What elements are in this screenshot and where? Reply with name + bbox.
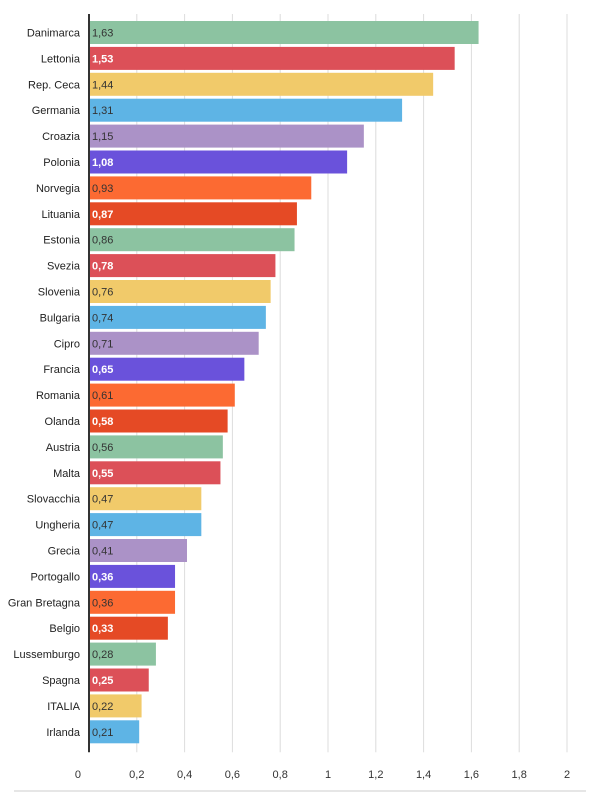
bar	[89, 720, 140, 744]
category-label: Irlanda	[46, 727, 81, 739]
category-label: Bulgaria	[40, 312, 81, 324]
data-label: 0,22	[92, 701, 113, 713]
category-label: Svezia	[47, 261, 81, 273]
data-label: 0,61	[92, 390, 113, 402]
bar	[89, 254, 276, 278]
category-label: Gran Bretagna	[8, 597, 81, 609]
bar	[89, 21, 479, 44]
data-label: 0,33	[92, 623, 113, 635]
category-label: Francia	[43, 364, 81, 376]
data-label: 0,76	[92, 287, 113, 299]
category-label: Rep. Ceca	[28, 79, 81, 91]
category-label: Belgio	[49, 623, 80, 635]
bar	[89, 409, 228, 433]
category-label: Portogallo	[30, 571, 80, 583]
bar	[89, 305, 266, 329]
bar	[89, 228, 295, 252]
data-label: 0,78	[92, 261, 113, 273]
bar	[89, 461, 221, 485]
data-label: 0,25	[92, 675, 113, 687]
x-tick-label: 1,8	[512, 769, 527, 781]
x-tick-label: 1,6	[464, 769, 479, 781]
bar	[89, 331, 259, 355]
data-label: 0,28	[92, 649, 113, 661]
category-label: Norvegia	[36, 183, 81, 195]
category-label: Slovenia	[38, 287, 81, 299]
data-label: 1,53	[92, 53, 113, 65]
x-tick-label: 0	[75, 769, 81, 781]
data-label: 0,93	[92, 183, 113, 195]
bar	[89, 616, 168, 640]
x-axis-tick-labels: 0 0,2 0,4 0,6 0,8 1 1,2 1,4 1,6 1,8 2	[75, 769, 570, 781]
data-label: 0,55	[92, 468, 113, 480]
x-tick-label: 1,4	[416, 769, 431, 781]
bar	[89, 642, 156, 666]
x-tick-label: 2	[564, 769, 570, 781]
bar	[89, 590, 176, 614]
x-tick-label: 0,8	[273, 769, 288, 781]
data-label: 0,41	[92, 546, 113, 558]
category-label: Slovacchia	[27, 494, 81, 506]
bar	[89, 383, 235, 407]
data-label: 0,47	[92, 520, 113, 532]
category-label: Lituania	[41, 209, 80, 221]
data-label: 0,74	[92, 312, 113, 324]
bar	[89, 202, 297, 226]
category-label: Croazia	[42, 131, 81, 143]
x-tick-label: 1,2	[368, 769, 383, 781]
data-label: 0,71	[92, 338, 113, 350]
category-label: Austria	[46, 442, 81, 454]
x-tick-label: 0,6	[225, 769, 240, 781]
x-tick-label: 0,4	[177, 769, 192, 781]
data-label: 1,08	[92, 157, 113, 169]
bar	[89, 513, 202, 537]
category-label: Lettonia	[41, 53, 81, 65]
bar	[89, 564, 176, 588]
bar	[89, 176, 312, 200]
category-label: Polonia	[43, 157, 81, 169]
bar	[89, 72, 434, 96]
data-label: 1,44	[92, 79, 113, 91]
bar	[89, 435, 223, 459]
bars-group: 1,63 1,53 1,44 1,31 1,15 1,08 0,93 0,87 0,86 0,78…	[89, 21, 479, 744]
category-label: Grecia	[48, 546, 81, 558]
category-label: Cipro	[54, 338, 80, 350]
bar	[89, 694, 142, 718]
bar	[89, 98, 403, 122]
data-label: 0,86	[92, 235, 113, 247]
data-label: 0,36	[92, 597, 113, 609]
data-label: 0,56	[92, 442, 113, 454]
data-label: 0,87	[92, 209, 113, 221]
bar	[89, 668, 149, 692]
category-label: Ungheria	[35, 520, 81, 532]
category-label: Spagna	[42, 675, 81, 687]
data-label: 0,36	[92, 571, 113, 583]
category-label: Olanda	[45, 416, 81, 428]
x-tick-label: 1	[325, 769, 331, 781]
data-label: 1,31	[92, 105, 113, 117]
data-label: 0,65	[92, 364, 113, 376]
category-label: Malta	[53, 468, 81, 480]
bar	[89, 124, 364, 148]
data-label: 0,47	[92, 494, 113, 506]
data-label: 0,21	[92, 727, 113, 739]
bar	[89, 280, 271, 303]
category-label: ITALIA	[47, 701, 80, 713]
category-label: Lussemburgo	[13, 649, 80, 661]
data-label: 1,63	[92, 28, 113, 40]
bar	[89, 150, 348, 174]
data-label: 0,58	[92, 416, 113, 428]
category-label: Estonia	[43, 235, 81, 247]
bar	[89, 46, 455, 70]
category-label: Germania	[32, 105, 81, 117]
bar	[89, 487, 202, 511]
category-label: Danimarca	[27, 28, 81, 40]
bar	[89, 357, 245, 381]
data-label: 1,15	[92, 131, 113, 143]
category-label: Romania	[36, 390, 81, 402]
bar	[89, 539, 187, 562]
category-labels: Danimarca Lettonia Rep. Ceca Germania Croazi…	[8, 28, 81, 739]
x-tick-label: 0,2	[129, 769, 144, 781]
